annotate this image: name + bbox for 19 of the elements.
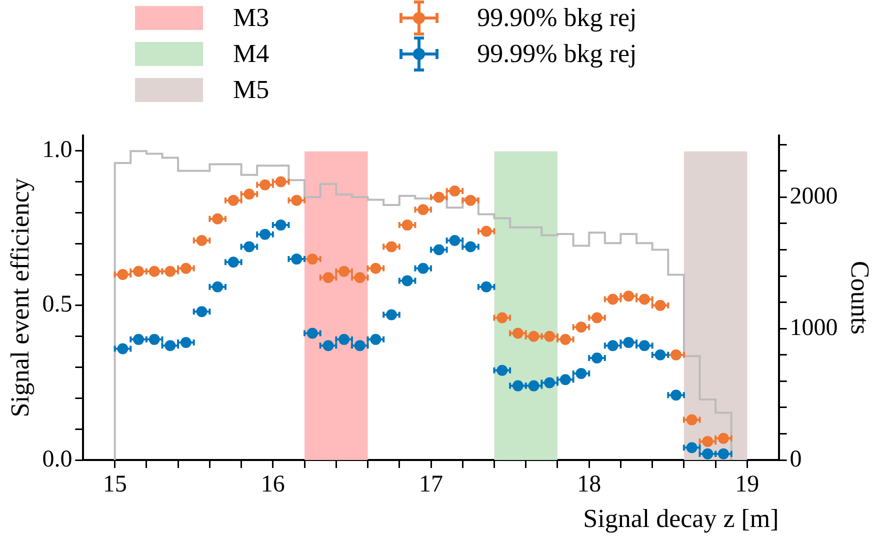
y2-tick-label: 2000 bbox=[790, 183, 838, 210]
x-tick-label: 19 bbox=[735, 472, 760, 498]
legend-label: M4 bbox=[233, 39, 270, 69]
x-axis-title: Signal decay z [m] bbox=[583, 504, 779, 534]
x-tick-label: 17 bbox=[419, 472, 443, 498]
legend-label: 99.90% bkg rej bbox=[477, 3, 637, 33]
x-tick-label: 15 bbox=[102, 472, 127, 498]
y-tick-label: 0.0 bbox=[42, 446, 72, 472]
y-axis-title: Signal event efficiency bbox=[5, 178, 34, 418]
y2-tick-label: 1000 bbox=[790, 314, 838, 341]
legend-label: M5 bbox=[233, 75, 270, 105]
y2-tick-label: 0 bbox=[790, 446, 802, 472]
legend-label: 99.99% bkg rej bbox=[477, 39, 637, 69]
x-tick-label: 16 bbox=[260, 472, 285, 498]
y2-axis-title: Counts bbox=[846, 260, 875, 335]
y-tick-label: 0.5 bbox=[42, 292, 72, 318]
legend-label: M3 bbox=[233, 3, 270, 33]
x-tick-label: 18 bbox=[577, 472, 602, 498]
y-tick-label: 1.0 bbox=[42, 137, 72, 164]
